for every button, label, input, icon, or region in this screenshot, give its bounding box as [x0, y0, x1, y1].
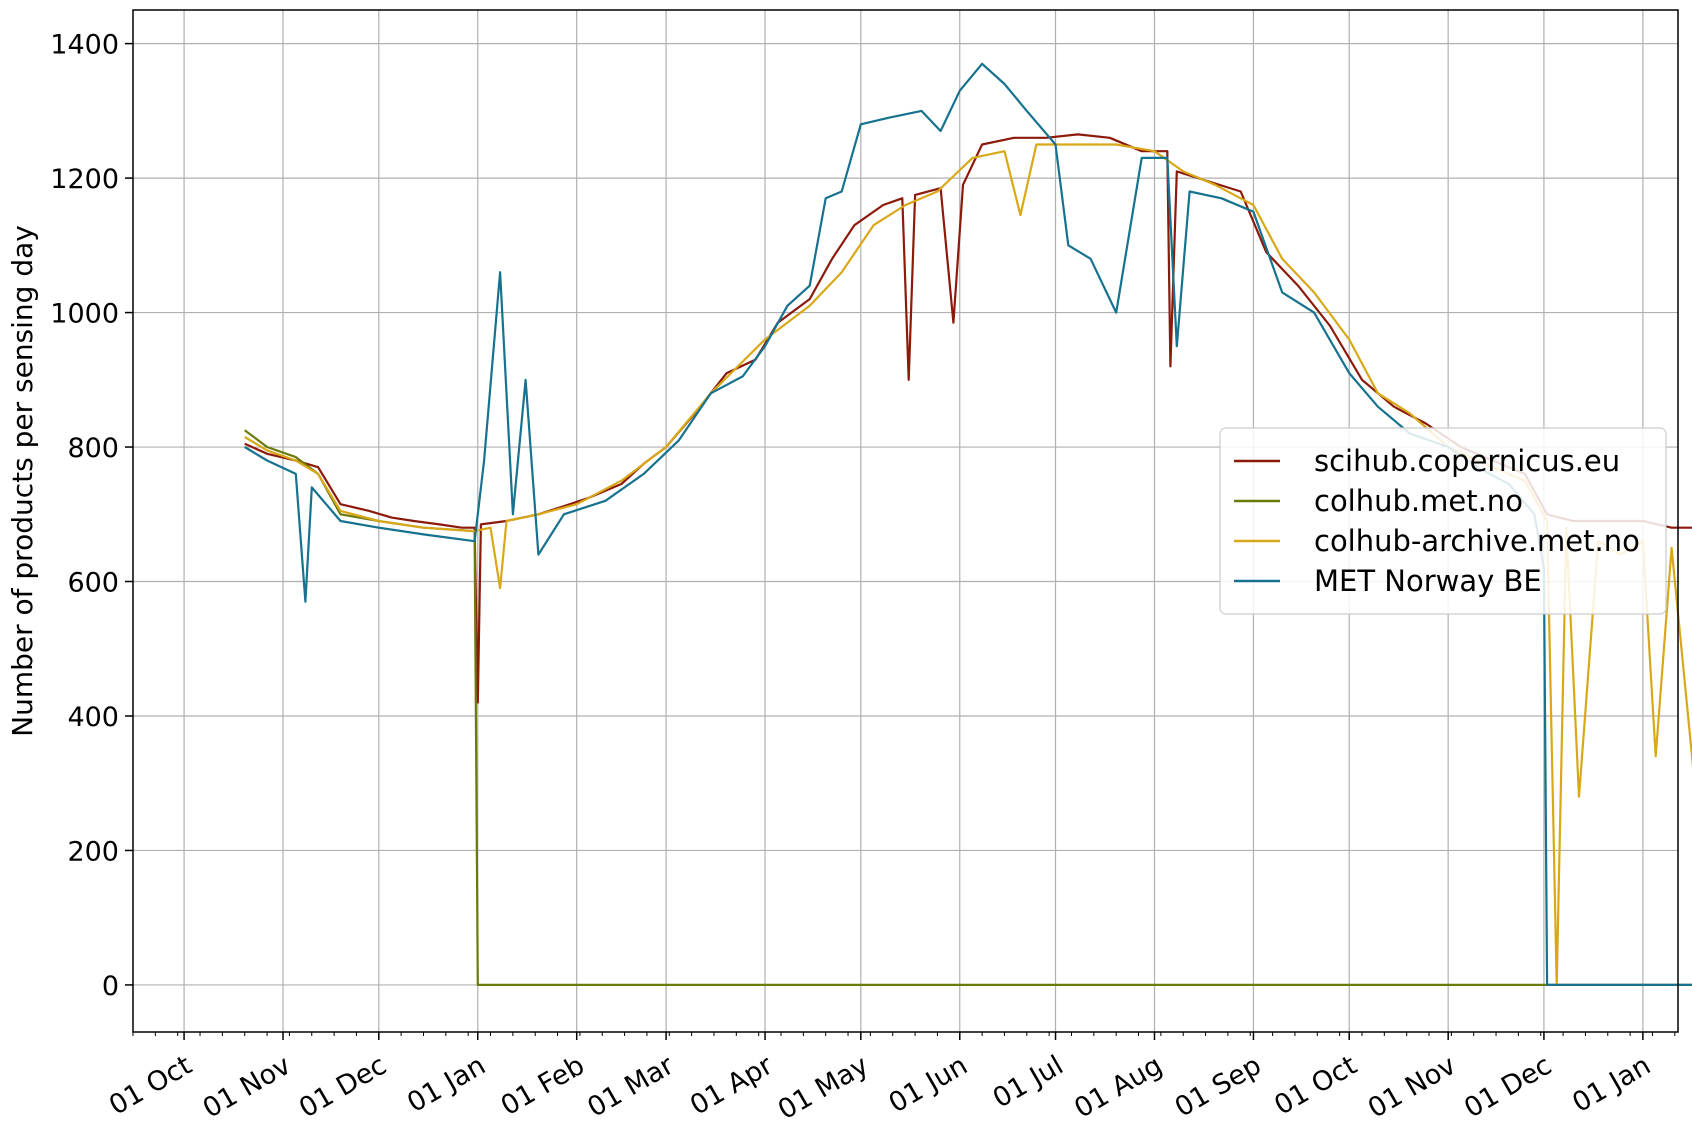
series-line-2 — [244, 429, 1692, 986]
x-tick-label: 01 Jun — [884, 1050, 973, 1119]
y-axis: 0 200 400 600 800 1000 1200 1400 — [50, 30, 133, 1002]
x-tick-label: 01 Apr — [685, 1049, 779, 1121]
y-tick-label: 1400 — [50, 30, 119, 61]
legend-label: scihub.copernicus.eu — [1314, 444, 1620, 478]
plot-frame — [132, 9, 1679, 1033]
y-tick-label: 800 — [67, 433, 119, 464]
y-tick-label: 600 — [67, 568, 119, 599]
legend-label: colhub.met.no — [1314, 484, 1523, 518]
y-tick-label: 0 — [102, 971, 119, 1002]
x-tick-label: 01 Nov — [198, 1050, 296, 1125]
y-tick-label: 400 — [67, 702, 119, 733]
x-tick-label: 01 Feb — [496, 1050, 590, 1122]
x-tick-label: 01 Oct — [104, 1050, 197, 1122]
x-tick-label: 01 Dec — [1459, 1050, 1557, 1124]
series-line-4 — [244, 62, 1692, 986]
y-axis-label: Number of products per sensing day — [6, 225, 39, 737]
x-tick-label: 01 May — [773, 1050, 874, 1126]
y-tick-label: 200 — [67, 836, 119, 867]
grid — [133, 10, 1678, 1032]
legend-label: MET Norway BE — [1314, 564, 1542, 598]
x-tick-label: 01 Mar — [582, 1049, 680, 1123]
legend-label: colhub-archive.met.no — [1314, 524, 1640, 558]
y-tick-label: 1200 — [50, 164, 119, 195]
x-tick-label: 01 Sep — [1170, 1050, 1267, 1124]
x-tick-label: 01 Dec — [294, 1050, 392, 1124]
x-tick-label: 01 Nov — [1363, 1050, 1461, 1125]
x-tick-label: 01 Oct — [1269, 1050, 1362, 1122]
legend-box — [1219, 427, 1667, 615]
x-tick-label: 01 Jul — [988, 1050, 1069, 1115]
x-tick-label: 01 Jan — [402, 1050, 491, 1119]
x-tick-label: 01 Jan — [1567, 1050, 1656, 1119]
legend: scihub.copernicus.eu colhub.met.no colhub-… — [1219, 427, 1667, 615]
y-tick-label: 1000 — [50, 299, 119, 330]
x-tick-label: 01 Aug — [1069, 1050, 1167, 1125]
series-line-1 — [244, 133, 1692, 704]
